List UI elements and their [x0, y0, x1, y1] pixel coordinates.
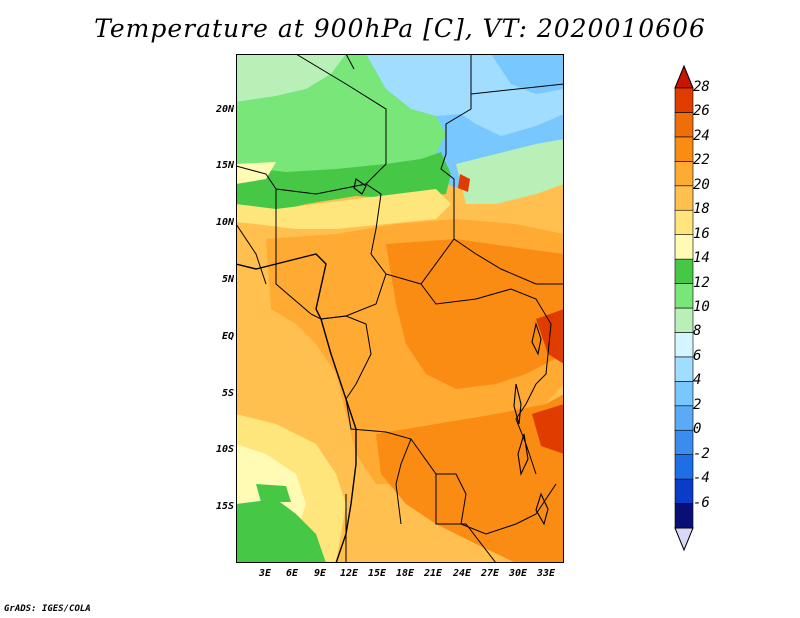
field-14-sw-b [256, 484, 291, 502]
field-14-sw [236, 499, 326, 563]
colorbar-label: 24 [693, 127, 710, 144]
y-tick-label: 20N [215, 104, 234, 115]
country-borders [236, 54, 564, 563]
colorbar-segment [674, 405, 694, 431]
field-16-west [236, 162, 276, 184]
colorbar-label: 22 [693, 152, 710, 169]
field-18 [236, 189, 451, 229]
y-tick-label: 15S [215, 501, 234, 512]
coastline [236, 253, 357, 563]
colorbar-segment [674, 234, 694, 260]
colorbar-label: 8 [693, 323, 702, 340]
field-cool-10-north [236, 54, 346, 102]
temperature-map [236, 54, 564, 563]
x-tick-label: 9E [313, 568, 327, 579]
colorbar-segment [674, 307, 694, 333]
x-tick-label: 15E [367, 568, 387, 579]
colorbar-label: 2 [693, 396, 702, 413]
y-tick-label: EQ [221, 331, 234, 342]
colorbar-top-arrow [674, 64, 694, 89]
colorbar-label: 12 [693, 274, 710, 291]
y-tick-label: 10N [215, 217, 234, 228]
y-tick-label: 10S [215, 444, 234, 455]
colorbar-segment [674, 454, 694, 480]
x-tick-label: 12E [339, 568, 359, 579]
field-cool-10-east [456, 139, 564, 204]
y-tick-label: 5S [221, 388, 234, 399]
colorbar-segment [674, 112, 694, 138]
colorbar-label: 16 [693, 225, 710, 242]
colorbar-bottom-arrow [674, 527, 694, 552]
colorbar-segment [674, 87, 694, 113]
colorbar-label: 0 [693, 421, 702, 438]
x-tick-label: 18E [395, 568, 415, 579]
colorbar-segment [674, 381, 694, 407]
field-cool-12 [236, 54, 446, 186]
colorbar-segment [674, 136, 694, 162]
field-cool-14 [236, 152, 451, 214]
x-tick-label: 30E [508, 568, 528, 579]
colorbar-label: 26 [693, 103, 710, 120]
colorbar-segment [674, 429, 694, 455]
x-tick-label: 6E [285, 568, 299, 579]
colorbar-segment [674, 209, 694, 235]
colorbar-label: -2 [693, 445, 710, 462]
map-frame [236, 54, 564, 563]
field-26-north [458, 174, 470, 192]
colorbar-label: 18 [693, 201, 710, 218]
colorbar-segment [674, 185, 694, 211]
chart-title: Temperature at 900hPa [C], VT: 202001060… [94, 14, 706, 43]
x-tick-label: 33E [536, 568, 556, 579]
colorbar-label: 4 [693, 372, 702, 389]
colorbar-segment [674, 478, 694, 504]
colorbar-segment [674, 161, 694, 187]
colorbar-segment [674, 258, 694, 284]
colorbar-segment [674, 332, 694, 358]
colorbar-segment [674, 503, 694, 529]
colorbar-label: -4 [693, 470, 710, 487]
x-tick-label: 3E [258, 568, 272, 579]
colorbar-label: 14 [693, 250, 710, 267]
y-tick-label: 5N [221, 274, 234, 285]
colorbar-label: 28 [693, 79, 710, 95]
field-24-south [376, 394, 564, 563]
x-tick-label: 21E [423, 568, 443, 579]
x-tick-label: 24E [452, 568, 472, 579]
lakes [353, 178, 549, 526]
colorbar-label: 20 [693, 176, 710, 193]
colorbar-segment [674, 356, 694, 382]
colorbar-label: 6 [693, 347, 702, 364]
field-26-east-b [532, 404, 564, 454]
y-tick-label: 15N [215, 160, 234, 171]
credit-text: GrADS: IGES/COLA [4, 604, 91, 614]
colorbar-label: 10 [693, 299, 710, 315]
colorbar-label: -6 [693, 494, 710, 511]
x-tick-label: 27E [480, 568, 500, 579]
colorbar-segment [674, 283, 694, 309]
field-cold-6 [491, 54, 564, 94]
colorbar [674, 64, 694, 552]
